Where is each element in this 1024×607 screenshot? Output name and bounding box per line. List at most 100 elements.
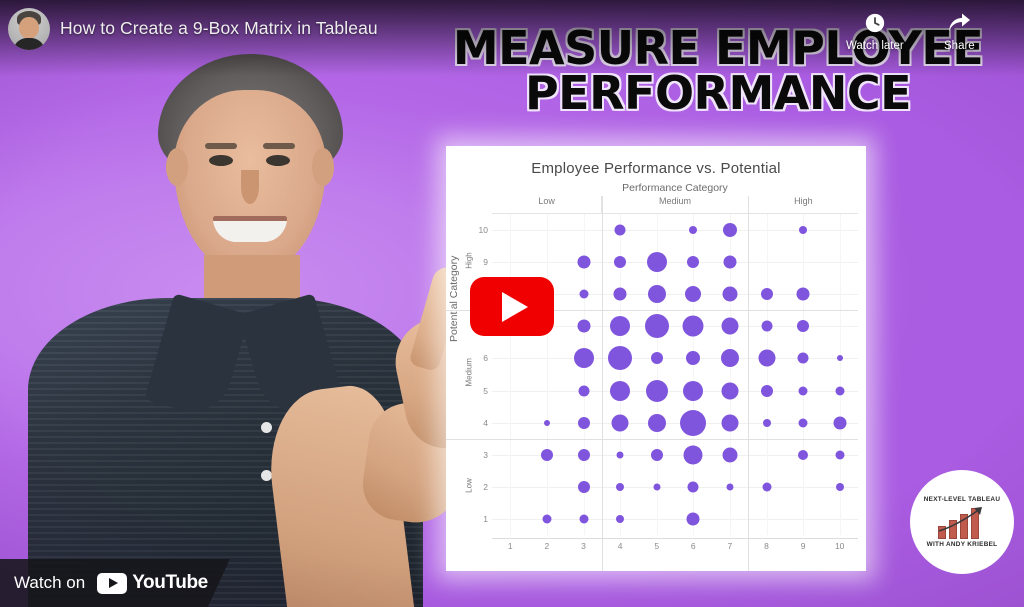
y-tick-label: 9 <box>483 257 488 268</box>
x-axis-line <box>492 538 858 539</box>
scatter-bubble[interactable] <box>577 448 590 461</box>
scatter-bubble[interactable] <box>644 314 669 339</box>
scatter-bubble[interactable] <box>610 380 631 401</box>
scatter-bubble[interactable] <box>762 482 771 492</box>
scatter-bubble[interactable] <box>616 514 625 523</box>
share-button[interactable]: Share <box>944 10 975 52</box>
watch-on-label: Watch on <box>14 573 86 592</box>
scatter-bubble[interactable] <box>722 223 737 238</box>
x-tick-label: 10 <box>834 541 845 551</box>
scatter-bubble[interactable] <box>835 482 844 491</box>
youtube-logo: YouTube <box>97 572 208 594</box>
gridline-vertical <box>693 214 695 535</box>
scatter-bubble[interactable] <box>723 255 737 269</box>
scatter-bubble[interactable] <box>835 386 845 396</box>
scatter-bubble[interactable] <box>836 355 843 362</box>
scatter-bubble[interactable] <box>689 226 698 235</box>
scatter-bubble[interactable] <box>650 352 663 365</box>
scatter-bubble[interactable] <box>578 385 589 397</box>
scatter-bubble[interactable] <box>833 416 847 430</box>
scatter-bubble[interactable] <box>798 386 808 396</box>
scatter-bubble[interactable] <box>616 451 624 459</box>
scatter-bubble[interactable] <box>573 348 594 369</box>
youtube-play-icon <box>97 573 127 594</box>
scatter-bubble[interactable] <box>726 483 734 491</box>
scatter-bubble[interactable] <box>647 285 666 304</box>
scatter-bubble[interactable] <box>650 448 663 461</box>
scatter-bubble[interactable] <box>796 287 810 301</box>
scatter-bubble[interactable] <box>683 380 704 401</box>
scatter-bubble[interactable] <box>577 319 590 333</box>
scatter-bubble[interactable] <box>797 352 809 364</box>
scatter-bubble[interactable] <box>608 346 633 371</box>
scatter-bubble[interactable] <box>610 316 631 337</box>
x-tick-label: 9 <box>800 541 806 551</box>
x-tick-label: 3 <box>581 541 586 551</box>
x-group-separator <box>601 196 603 571</box>
scatter-bubble[interactable] <box>647 413 666 432</box>
scatter-bubble[interactable] <box>686 351 701 366</box>
scatter-bubble[interactable] <box>761 320 772 332</box>
scatter-bubble[interactable] <box>798 449 809 460</box>
scatter-bubble[interactable] <box>645 379 668 402</box>
play-button[interactable] <box>470 277 554 336</box>
gridline-horizontal <box>492 518 858 520</box>
gridline-vertical <box>546 214 548 535</box>
gridline-horizontal <box>492 390 858 392</box>
scatter-bubble[interactable] <box>760 384 773 397</box>
scatter-bubble[interactable] <box>682 315 704 337</box>
scatter-bubble[interactable] <box>616 482 625 491</box>
scatter-bubble[interactable] <box>611 414 629 432</box>
scatter-bubble[interactable] <box>762 418 771 427</box>
channel-badge: NEXT-LEVEL TABLEAU WITH ANDY KRIEBEL <box>910 470 1014 574</box>
youtube-wordmark: YouTube <box>132 572 208 593</box>
scatter-bubble[interactable] <box>687 481 699 493</box>
x-group-header: High <box>747 196 858 213</box>
scatter-bubble[interactable] <box>577 480 590 493</box>
y-axis-title: Potential Category <box>448 255 460 342</box>
scatter-bubble[interactable] <box>722 447 738 463</box>
scatter-bubble[interactable] <box>543 419 550 426</box>
x-tick-label: 5 <box>654 541 660 551</box>
scatter-bubble[interactable] <box>721 414 739 432</box>
scatter-bubble[interactable] <box>760 288 773 301</box>
x-tick-label: 2 <box>544 541 550 551</box>
scatter-bubble[interactable] <box>540 448 553 461</box>
gridline-horizontal <box>492 358 858 360</box>
scatter-bubble[interactable] <box>797 320 810 333</box>
scatter-bubble[interactable] <box>685 286 702 303</box>
scatter-bubble[interactable] <box>758 349 775 367</box>
video-title[interactable]: How to Create a 9-Box Matrix in Tableau <box>60 18 378 38</box>
scatter-bubble[interactable] <box>579 289 588 299</box>
play-triangle-icon <box>501 291 528 322</box>
scatter-bubble[interactable] <box>687 256 700 269</box>
scatter-bubble[interactable] <box>798 418 808 428</box>
scatter-bubble[interactable] <box>653 483 661 491</box>
scatter-bubble[interactable] <box>577 255 590 269</box>
scatter-bubble[interactable] <box>720 349 739 368</box>
channel-avatar[interactable] <box>8 8 50 50</box>
scatter-bubble[interactable] <box>542 514 552 524</box>
scatter-bubble[interactable] <box>835 450 845 460</box>
watch-later-button[interactable]: Watch later <box>846 10 904 52</box>
x-group-separator <box>748 196 750 571</box>
scatter-bubble[interactable] <box>721 382 739 400</box>
scatter-bubble[interactable] <box>579 514 588 524</box>
scatter-bubble[interactable] <box>722 286 738 302</box>
clock-icon <box>862 10 888 36</box>
scatter-bubble[interactable] <box>614 256 627 269</box>
scatter-bubble[interactable] <box>680 409 707 436</box>
scatter-bubble[interactable] <box>686 512 700 526</box>
scatter-bubble[interactable] <box>721 317 739 335</box>
gridline-vertical <box>766 214 768 535</box>
watch-on-youtube-button[interactable]: Watch on YouTube <box>0 559 230 607</box>
scatter-bubble[interactable] <box>683 445 703 465</box>
scatter-bubble[interactable] <box>613 287 627 301</box>
scatter-bubble[interactable] <box>577 416 590 429</box>
scatter-bubble[interactable] <box>799 226 808 235</box>
badge-top-text: NEXT-LEVEL TABLEAU <box>923 496 1001 503</box>
scatter-bubble[interactable] <box>646 252 667 273</box>
gridline-horizontal <box>492 422 858 424</box>
scatter-bubble[interactable] <box>614 224 626 236</box>
